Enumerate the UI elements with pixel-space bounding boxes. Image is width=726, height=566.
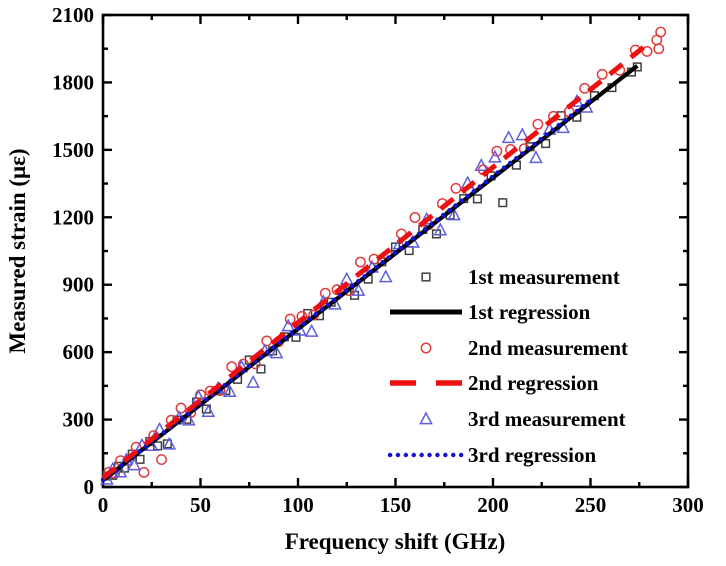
line-3rd-regression xyxy=(100,98,593,483)
triangle-marker xyxy=(529,150,543,164)
legend-label: 3rd regression xyxy=(468,443,596,467)
y-tick-label: 0 xyxy=(84,475,95,499)
square-marker xyxy=(541,139,551,149)
circle-marker xyxy=(579,82,591,94)
legend-item: 1st regression xyxy=(390,300,591,324)
triangle-marker xyxy=(378,269,393,283)
circle-marker xyxy=(596,68,608,80)
circle-marker xyxy=(319,287,331,299)
legend: 1st measurement 1st regression 2nd measure… xyxy=(387,265,628,467)
triangle-marker xyxy=(201,404,216,418)
legend-circle-marker-icon xyxy=(420,342,432,354)
square-marker xyxy=(135,454,145,464)
legend-label: 1st measurement xyxy=(468,265,620,289)
square-marker xyxy=(303,308,313,319)
triangle-marker xyxy=(501,130,516,144)
axis-tick-labels: 0 50 100 150 200 250 300 0 300 600 900 1200 1500 1800… xyxy=(52,3,704,517)
circle-marker xyxy=(450,182,462,194)
x-tick-label: 50 xyxy=(190,493,211,517)
x-tick-label: 150 xyxy=(380,493,412,517)
circle-marker xyxy=(532,118,544,130)
y-tick-label: 1500 xyxy=(52,138,94,162)
square-marker xyxy=(291,332,301,342)
triangle-marker xyxy=(181,412,196,426)
scatter-series xyxy=(100,26,667,485)
x-tick-label: 200 xyxy=(477,493,509,517)
x-tick-label: 250 xyxy=(575,493,607,517)
square-marker xyxy=(404,246,414,256)
line-2nd-regression xyxy=(101,44,647,480)
y-tick-label: 1200 xyxy=(52,205,94,229)
triangle-marker xyxy=(222,384,237,398)
legend-item: 3rd measurement xyxy=(419,407,626,431)
y-tick-label: 600 xyxy=(63,340,95,364)
legend-item: 2nd measurement xyxy=(420,336,628,360)
legend-label: 2nd measurement xyxy=(468,336,628,360)
x-axis-label: Frequency shift (GHz) xyxy=(285,529,506,554)
y-axis-label: Measured strain (με) xyxy=(5,148,30,353)
legend-item: 3rd regression xyxy=(387,443,596,467)
square-marker xyxy=(162,439,172,449)
triangle-marker xyxy=(351,282,366,296)
x-tick-label: 100 xyxy=(282,493,314,517)
circle-marker xyxy=(261,335,273,347)
legend-label: 3rd measurement xyxy=(468,407,626,431)
triangle-marker xyxy=(474,157,489,171)
legend-square-marker-icon xyxy=(421,272,431,282)
legend-label: 1st regression xyxy=(468,300,591,324)
circle-marker xyxy=(409,212,421,223)
triangle-marker xyxy=(127,457,142,471)
square-marker xyxy=(472,194,482,204)
x-tick-label: 300 xyxy=(672,493,704,517)
square-marker xyxy=(498,198,508,208)
triangle-marker xyxy=(433,222,448,236)
circle-marker xyxy=(641,45,653,57)
legend-item: 1st measurement xyxy=(421,265,620,289)
circle-marker xyxy=(156,454,167,466)
triangle-marker xyxy=(162,436,177,450)
triangle-marker xyxy=(269,345,284,359)
triangle-marker xyxy=(281,318,296,332)
legend-triangle-marker-icon xyxy=(419,411,433,425)
circle-marker xyxy=(226,361,238,373)
triangle-marker xyxy=(488,149,502,163)
triangle-marker xyxy=(246,374,260,388)
circle-marker xyxy=(138,466,150,478)
x-tick-label: 0 xyxy=(98,493,109,517)
triangle-marker xyxy=(304,323,319,337)
y-tick-label: 2100 xyxy=(52,3,94,27)
legend-label: 2nd regression xyxy=(468,371,599,395)
regression-lines xyxy=(100,44,647,483)
circle-marker xyxy=(354,256,366,268)
y-tick-label: 900 xyxy=(63,273,95,297)
triangle-marker xyxy=(515,127,530,141)
y-tick-label: 1800 xyxy=(52,70,94,94)
legend-item: 2nd regression xyxy=(390,371,599,395)
square-marker xyxy=(256,364,266,374)
axis-ticks xyxy=(101,13,690,489)
y-tick-label: 300 xyxy=(63,408,95,432)
triangle-marker xyxy=(447,207,461,221)
circle-marker xyxy=(653,43,665,55)
circle-marker xyxy=(175,402,187,414)
circle-marker xyxy=(655,26,667,38)
